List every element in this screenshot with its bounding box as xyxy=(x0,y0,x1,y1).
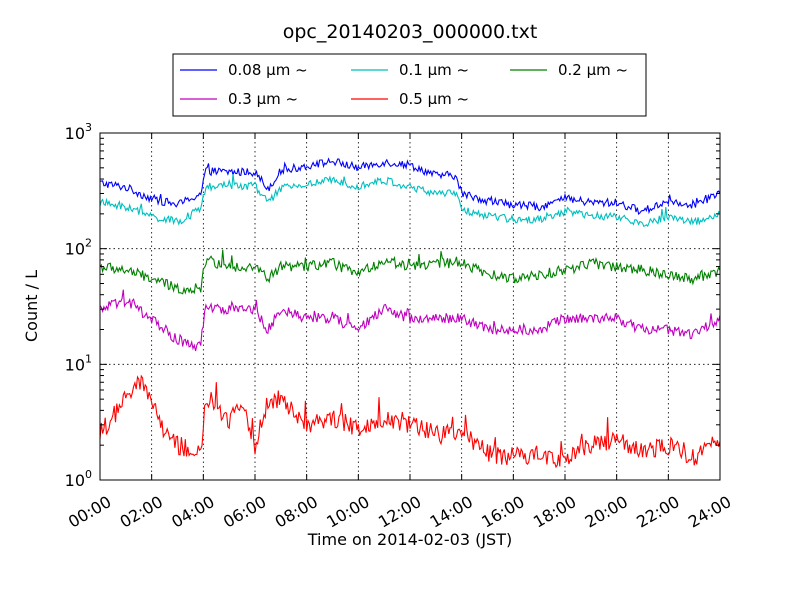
x-tick-label: 12:00 xyxy=(375,492,424,532)
x-tick-label: 00:00 xyxy=(65,492,114,532)
x-tick-label: 24:00 xyxy=(685,492,734,532)
chart-title: opc_20140203_000000.txt xyxy=(283,21,538,43)
y-tick-label: 102 xyxy=(65,237,92,259)
y-tick-label: 100 xyxy=(65,468,92,490)
series-line xyxy=(99,374,721,469)
x-tick-label: 14:00 xyxy=(427,492,476,532)
series-line xyxy=(99,249,721,295)
x-axis-label: Time on 2014-02-03 (JST) xyxy=(307,530,512,549)
legend-label: 0.5 μm ~ xyxy=(399,90,469,108)
legend-label: 0.2 μm ~ xyxy=(558,61,628,79)
x-tick-label: 06:00 xyxy=(220,492,269,532)
x-tick-label: 04:00 xyxy=(168,492,217,532)
x-tick-label: 20:00 xyxy=(582,492,631,532)
legend-label: 0.08 μm ~ xyxy=(228,61,308,79)
x-tick-label: 10:00 xyxy=(323,492,372,532)
x-tick-label: 08:00 xyxy=(272,492,321,532)
series-line xyxy=(99,289,721,352)
legend-label: 0.1 μm ~ xyxy=(399,61,469,79)
legend: 0.08 μm ~ 0.1 μm ~ 0.2 μm ~ 0.3 μm ~ 0.5 μm … xyxy=(172,53,647,117)
x-tick-label: 22:00 xyxy=(633,492,682,532)
x-tick-label: 16:00 xyxy=(478,492,527,532)
legend-box xyxy=(172,53,647,117)
series-line xyxy=(99,157,721,216)
y-tick-label: 101 xyxy=(65,352,92,374)
legend-label: 0.3 μm ~ xyxy=(228,90,298,108)
series-line xyxy=(99,173,721,228)
y-axis-label: Count / L xyxy=(22,270,41,342)
y-tick-label: 103 xyxy=(65,121,92,143)
x-tick-label: 18:00 xyxy=(530,492,579,532)
series-lines xyxy=(99,157,721,469)
x-tick-label: 02:00 xyxy=(117,492,166,532)
